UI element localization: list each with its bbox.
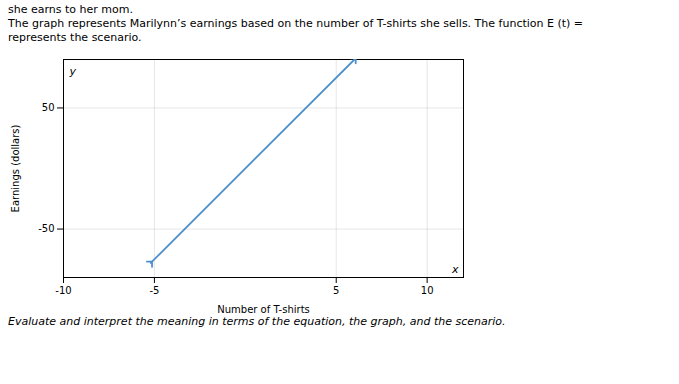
- html-text:The graph represents Marilynn’: The graph represents Marilynn’s earnings…: [8, 17, 584, 30]
- html-text:represents the scenario.: represents the scenario.: [8, 31, 142, 44]
- svg-text:-50: -50: [38, 223, 54, 234]
- svg-text:10: 10: [421, 285, 434, 296]
- svg-text:50: 50: [42, 102, 55, 113]
- svg-text:Earnings (dollars): Earnings (dollars): [10, 124, 21, 212]
- svg-text:y: y: [69, 65, 77, 78]
- svg-text:Number of T-shirts: Number of T-shirts: [217, 304, 310, 315]
- svg-text:-10: -10: [55, 285, 71, 296]
- svg-text:5: 5: [333, 285, 339, 296]
- html-text:she earns to her mom.: she earns to her mom.: [8, 3, 133, 16]
- svg-text:x: x: [451, 263, 459, 276]
- svg-text:-5: -5: [149, 285, 159, 296]
- html-text:Evaluate and interpret the mea: Evaluate and interpret the meaning in te…: [8, 315, 506, 328]
